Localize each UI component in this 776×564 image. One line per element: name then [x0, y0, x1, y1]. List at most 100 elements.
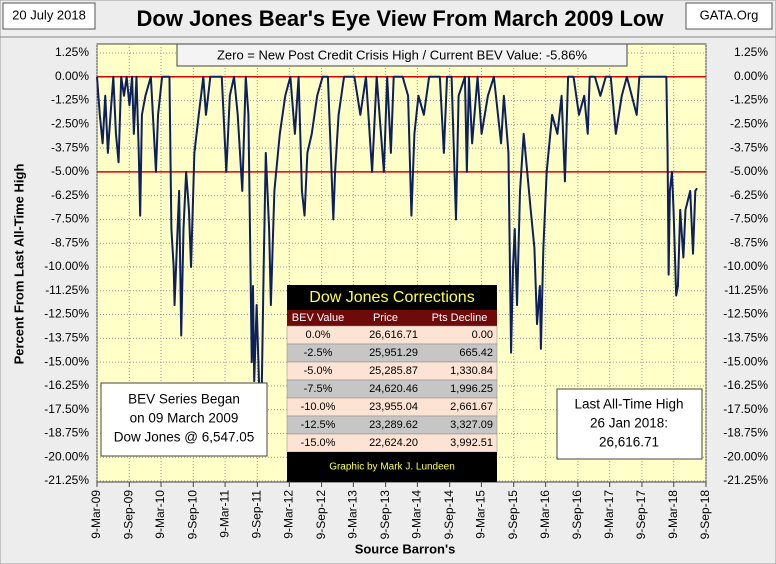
x-tick-label: 9-Mar-13: [346, 490, 360, 539]
y2-tick-label: -3.75%: [730, 140, 768, 154]
y2-tick-label: -1.25%: [730, 93, 768, 107]
x-tick-label: 9-Mar-09: [89, 490, 103, 539]
table-footer-bg: [287, 452, 497, 482]
table-header: Pts Decline: [432, 312, 488, 324]
table-header: Price: [373, 312, 398, 324]
y2-tick-label: -21.25%: [723, 473, 768, 487]
y-tick-label: -20.00%: [44, 449, 89, 463]
x-tick-label: 9-Mar-15: [474, 490, 488, 539]
subtitle: Zero = New Post Credit Crisis High / Cur…: [217, 47, 587, 62]
y2-tick-label: -8.75%: [730, 235, 768, 249]
y2-tick-label: -15.00%: [723, 354, 768, 368]
y-tick-label: -11.25%: [45, 283, 89, 297]
x-tick-label: 9-Sep-14: [442, 490, 456, 540]
table-cell: 22,624.20: [369, 437, 418, 449]
y-tick-label: -1.25%: [51, 93, 89, 107]
table-header: BEV Value: [292, 312, 344, 324]
table-cell: 1,330.84: [450, 365, 493, 377]
table-cell: 24,620.46: [369, 383, 418, 395]
y-tick-label: -3.75%: [51, 140, 89, 154]
x-tick-label: 9-Sep-15: [506, 490, 520, 540]
y-tick-label: 0.00%: [55, 69, 89, 83]
note-text: on 09 March 2009: [130, 411, 239, 426]
y-tick-label: -15.00%: [44, 354, 89, 368]
y-tick-label: 1.25%: [55, 45, 89, 59]
x-tick-label: 9-Sep-17: [634, 490, 648, 540]
x-tick-label: 9-Sep-09: [121, 490, 135, 540]
note-text: 26 Jan 2018:: [590, 416, 668, 431]
subtitle-box: [176, 43, 628, 67]
table-cell: 1,996.25: [450, 383, 493, 395]
y2-tick-label: -12.50%: [723, 307, 768, 321]
table-cell: -15.0%: [301, 437, 336, 449]
x-tick-label: 9-Mar-10: [153, 490, 167, 539]
y2-tick-label: -13.75%: [723, 331, 768, 345]
note-text: BEV Series Began: [128, 392, 240, 407]
corrections-table: Dow Jones Corrections BEV Value Price Pts D…: [286, 285, 498, 482]
x-tick-label: 9-Mar-16: [538, 490, 552, 539]
y2-tick-label: 0.00%: [734, 69, 768, 83]
y-tick-label: -17.50%: [44, 402, 89, 416]
y-tick-label: -5.00%: [51, 164, 89, 178]
table-cell: -10.0%: [301, 401, 336, 413]
y-tick-label: -12.50%: [44, 307, 89, 321]
table-cell: 665.42: [459, 347, 493, 359]
table-header-bg: [287, 310, 497, 326]
note-box: [556, 388, 703, 460]
y2-tick-label: -16.25%: [723, 378, 768, 392]
y2-tick-label: -5.00%: [730, 164, 768, 178]
table-cell: 3,992.51: [450, 437, 493, 449]
note-text: 26,616.71: [599, 435, 659, 450]
x-tick-label: 9-Sep-10: [185, 490, 199, 540]
table-cell: 2,661.67: [450, 401, 493, 413]
table-cell: 26,616.71: [369, 329, 418, 341]
y2-tick-label: -17.50%: [723, 402, 768, 416]
x-tick-label: 9-Sep-11: [250, 490, 264, 539]
table-cell: 0.00: [472, 329, 493, 341]
y2-tick-label: -2.50%: [730, 117, 768, 131]
x-tick-label: 9-Mar-12: [281, 490, 295, 539]
y2-tick-label: -20.00%: [723, 449, 768, 463]
x-axis-label: Source Barron's: [355, 541, 456, 556]
site-label: GATA.Org: [700, 7, 759, 22]
table-title: Dow Jones Corrections: [309, 289, 474, 306]
y-tick-label: -6.25%: [51, 188, 89, 202]
table-cell: -2.5%: [304, 347, 333, 359]
y2-tick-label: -18.75%: [723, 426, 768, 440]
y-tick-label: -21.25%: [44, 473, 89, 487]
y-axis-label: Percent From Last All-Time High: [11, 164, 26, 365]
table-footer: Graphic by Mark J. Lundeen: [329, 462, 455, 473]
table-cell: -5.0%: [304, 365, 333, 377]
note-box: [100, 382, 268, 457]
y-tick-label: -2.50%: [51, 117, 89, 131]
y2-tick-label: -7.50%: [730, 212, 768, 226]
x-tick-label: 9-Sep-12: [314, 490, 328, 540]
site-box: [685, 2, 773, 30]
x-tick-label: 9-Mar-11: [217, 490, 231, 538]
y-tick-label: -18.75%: [44, 426, 89, 440]
x-tick-label: 9-Mar-18: [666, 490, 680, 539]
table-cell: 0.0%: [305, 329, 330, 341]
table-cell: 3,327.09: [450, 419, 493, 431]
y-tick-label: -16.25%: [44, 378, 89, 392]
y-tick-label: -10.00%: [44, 259, 89, 273]
table-cell: 25,951.29: [369, 347, 418, 359]
date-label: 20 July 2018: [12, 7, 86, 22]
y-tick-label: -13.75%: [44, 331, 89, 345]
y-tick-label: -8.75%: [51, 235, 89, 249]
table-cell: 23,955.04: [369, 401, 418, 413]
table-cell: 25,285.87: [369, 365, 418, 377]
x-tick-label: 9-Sep-13: [378, 490, 392, 540]
note-text: Dow Jones @ 6,547.05: [114, 430, 255, 445]
y2-tick-label: -11.25%: [724, 283, 768, 297]
x-tick-label: 9-Sep-18: [698, 490, 712, 540]
line-series: [96, 75, 698, 402]
y2-tick-label: -10.00%: [723, 259, 768, 273]
x-tick-label: 9-Mar-14: [410, 490, 424, 539]
marks: [96, 75, 706, 402]
y-tick-label: -7.50%: [51, 212, 89, 226]
chart-title: Dow Jones Bear's Eye View From March 200…: [137, 6, 665, 31]
table-cell: -12.5%: [301, 419, 336, 431]
